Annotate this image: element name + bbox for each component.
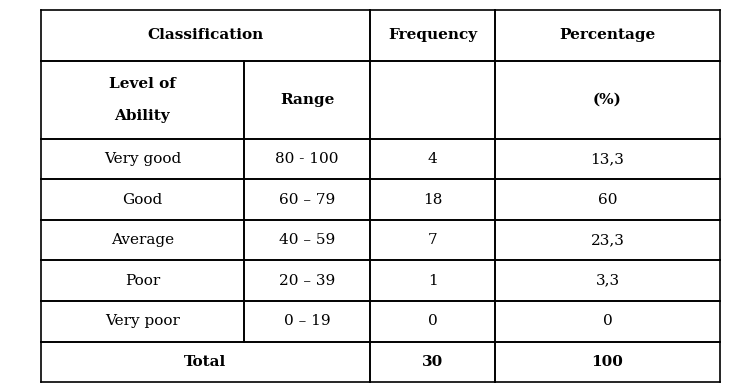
Text: 100: 100 xyxy=(592,355,624,369)
Text: 1: 1 xyxy=(428,274,438,288)
Text: 7: 7 xyxy=(428,233,438,247)
Text: Total: Total xyxy=(184,355,227,369)
Text: Very poor: Very poor xyxy=(105,314,180,328)
Text: 80 - 100: 80 - 100 xyxy=(275,152,339,166)
Text: 0 – 19: 0 – 19 xyxy=(284,314,331,328)
Text: Frequency: Frequency xyxy=(388,29,477,42)
Text: 40 – 59: 40 – 59 xyxy=(279,233,335,247)
Text: 3,3: 3,3 xyxy=(596,274,620,288)
Text: Average: Average xyxy=(111,233,174,247)
Text: Good: Good xyxy=(123,192,162,207)
Text: (%): (%) xyxy=(593,93,622,107)
Text: 60: 60 xyxy=(598,192,617,207)
Text: Level of

Ability: Level of Ability xyxy=(109,77,176,123)
Text: 23,3: 23,3 xyxy=(590,233,624,247)
Text: Poor: Poor xyxy=(125,274,160,288)
Text: 0: 0 xyxy=(603,314,613,328)
Text: Very good: Very good xyxy=(104,152,181,166)
Text: 30: 30 xyxy=(422,355,444,369)
Text: Percentage: Percentage xyxy=(559,29,655,42)
Text: 0: 0 xyxy=(428,314,438,328)
Text: 18: 18 xyxy=(423,192,442,207)
Text: 4: 4 xyxy=(428,152,438,166)
Text: Range: Range xyxy=(280,93,334,107)
Text: 13,3: 13,3 xyxy=(590,152,624,166)
Text: 20 – 39: 20 – 39 xyxy=(279,274,335,288)
Text: Classification: Classification xyxy=(147,29,263,42)
Text: 60 – 79: 60 – 79 xyxy=(279,192,335,207)
